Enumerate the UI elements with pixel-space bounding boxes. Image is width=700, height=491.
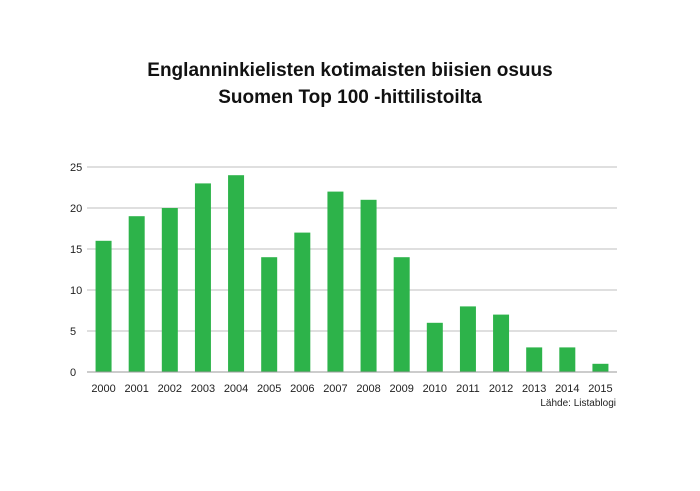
y-tick-label: 25 [70,162,82,174]
x-axis-ticks: 2000 2001 2002 2003 2004 2005 2006 2007 2008 2009… [91,383,612,395]
x-tick-label: 2000 [91,383,115,395]
bar [161,208,178,372]
y-axis-ticks: 0 5 10 15 20 25 [70,162,82,379]
y-tick-label: 15 [70,244,82,256]
bar [194,183,211,372]
bar [294,232,311,372]
x-tick-label: 2002 [158,383,182,395]
bar [327,191,344,372]
x-tick-label: 2013 [522,383,546,395]
x-tick-label: 2014 [555,383,579,395]
bar [459,306,476,372]
bar [592,363,609,372]
y-tick-label: 0 [70,367,76,379]
x-tick-label: 2008 [356,383,380,395]
bar [95,240,112,372]
source-note: Lähde: Listablogi [540,398,616,409]
x-tick-label: 2006 [290,383,314,395]
bar [128,216,145,372]
bar [261,257,278,372]
bars [95,175,609,372]
x-tick-label: 2007 [323,383,347,395]
x-tick-label: 2012 [489,383,513,395]
bar [493,314,510,372]
bar [526,347,543,372]
x-tick-label: 2015 [588,383,612,395]
chart-title-line-2: Suomen Top 100 -hittilistoilta [218,87,482,108]
chart-title-line-1: Englanninkielisten kotimaisten biisien o… [147,60,553,81]
bar [228,175,245,372]
y-tick-label: 20 [70,203,82,215]
bar [360,199,377,372]
x-tick-label: 2001 [124,383,148,395]
x-tick-label: 2011 [456,383,480,395]
x-tick-label: 2010 [423,383,447,395]
x-tick-label: 2009 [389,383,413,395]
bar [559,347,576,372]
bar [426,322,443,372]
x-tick-label: 2003 [191,383,215,395]
y-tick-label: 5 [70,326,76,338]
bar [393,257,410,372]
y-tick-label: 10 [70,285,82,297]
x-tick-label: 2005 [257,383,281,395]
x-tick-label: 2004 [224,383,248,395]
